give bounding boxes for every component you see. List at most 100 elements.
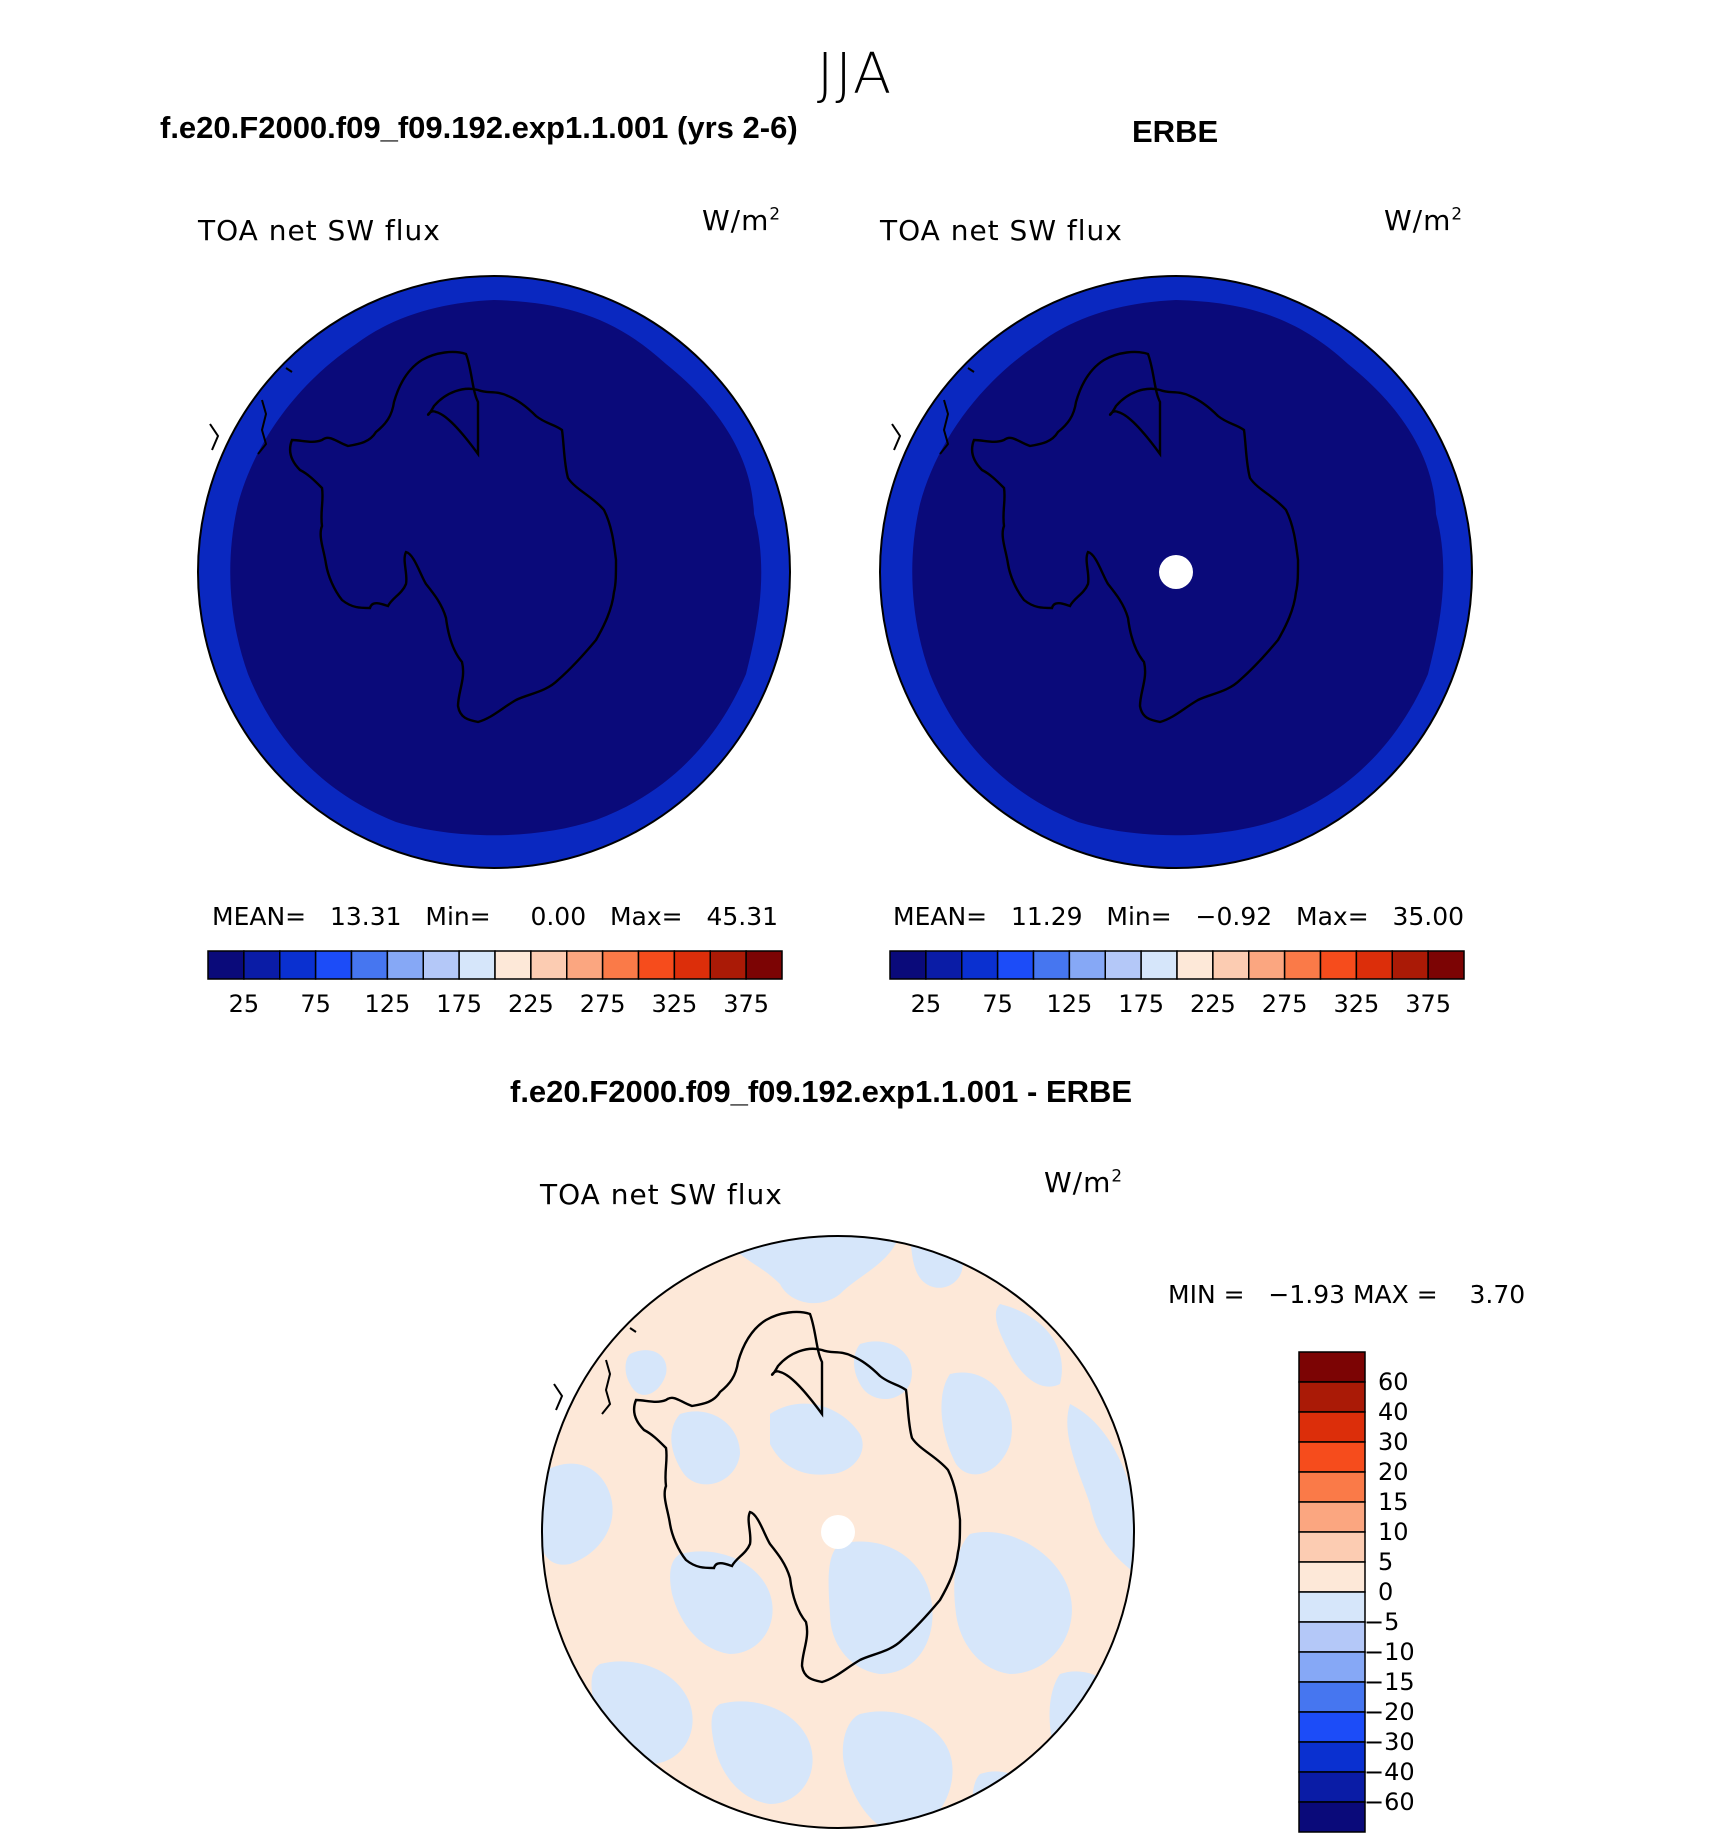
diff-colorbar-swatch [1298, 1711, 1366, 1743]
colorbar-swatch [422, 950, 460, 980]
diff-colorbar-swatch [1298, 1651, 1366, 1683]
diff-variable-label: TOA net SW flux [540, 1178, 783, 1211]
obs-pole-missing-data [1159, 555, 1193, 589]
diff-colorbar-tick-label: 15 [1378, 1488, 1409, 1516]
colorbar-tick-label: 175 [1118, 990, 1165, 1018]
colorbar-swatch [1140, 950, 1178, 980]
colorbar-tick-label: 275 [579, 990, 626, 1018]
obs-units-label: W/m2 [1384, 203, 1464, 237]
diff-colorbar-swatch [1298, 1591, 1366, 1623]
colorbar-swatch [494, 950, 532, 980]
obs-variable-label: TOA net SW flux [880, 214, 1123, 247]
colorbar-swatch [709, 950, 747, 980]
model-polar-map [197, 275, 791, 869]
colorbar-swatch [314, 950, 353, 980]
diff-colorbar-swatch [1298, 1351, 1366, 1383]
diff-colorbar-labels: 60 40 30 20 15 10 5 0 −5 −10 −15 −20 −30 −40 −60 [1364, 1352, 1472, 1832]
obs-antarctica-coastline [970, 350, 1300, 724]
colorbar-tick-label: 225 [507, 990, 554, 1018]
diff-colorbar-tick-label: 30 [1378, 1428, 1409, 1456]
diff-colorbar-tick-label: 0 [1378, 1578, 1394, 1606]
colorbar-tick-label: 375 [1405, 990, 1452, 1018]
colorbar-swatch [1319, 950, 1358, 980]
colorbar-swatch [350, 950, 389, 980]
colorbar-swatch [1427, 950, 1465, 980]
diff-negative-patches [542, 1236, 1134, 1828]
diff-colorbar-tick-label: 5 [1378, 1548, 1394, 1576]
diff-antarctica-coastline [632, 1310, 962, 1684]
model-units-label: W/m2 [702, 203, 782, 237]
colorbar-swatch [996, 950, 1035, 980]
colorbar-tick-label: 325 [1333, 990, 1380, 1018]
diff-colorbar-swatch [1298, 1741, 1366, 1773]
diff-colorbar-swatch [1298, 1681, 1366, 1713]
obs-panel-title: ERBE [1132, 114, 1219, 149]
colorbar-tick-label: 75 [982, 990, 1013, 1018]
colorbar-swatch [925, 950, 963, 980]
colorbar-swatch [673, 950, 712, 980]
diff-colorbar [1298, 1351, 1366, 1833]
colorbar-swatch [386, 950, 425, 980]
colorbar-swatch [889, 950, 927, 980]
diff-panel-title: f.e20.F2000.f09_f09.192.exp1.1.001 - ERB… [510, 1074, 1133, 1109]
diff-colorbar-swatch [1298, 1801, 1366, 1833]
colorbar-swatch [458, 950, 496, 980]
obs-colorbar [889, 950, 1465, 980]
diff-colorbar-swatch [1298, 1621, 1366, 1653]
colorbar-swatch [745, 950, 783, 980]
model-panel-title: f.e20.F2000.f09_f09.192.exp1.1.001 (yrs … [160, 110, 798, 145]
model-colorbar-labels: 25 75 125 175 225 275 325 375 [208, 990, 782, 1020]
colorbar-swatch [566, 950, 604, 980]
colorbar-tick-label: 225 [1189, 990, 1236, 1018]
season-title: JJA [816, 42, 894, 107]
model-antarctica-coastline [288, 350, 618, 724]
diff-colorbar-swatch [1298, 1441, 1366, 1473]
colorbar-swatch [1212, 950, 1250, 980]
diff-colorbar-tick-label: 20 [1378, 1458, 1409, 1486]
obs-stats: MEAN= 11.29 Min= −0.92 Max= 35.00 [893, 902, 1465, 931]
colorbar-swatch [961, 950, 999, 980]
diff-colorbar-swatch [1298, 1471, 1366, 1503]
colorbar-swatch [1176, 950, 1214, 980]
diff-colorbar-tick-label: −15 [1364, 1668, 1415, 1696]
colorbar-swatch [601, 950, 640, 980]
diff-colorbar-swatch [1298, 1561, 1366, 1593]
diff-colorbar-tick-label: −20 [1364, 1698, 1415, 1726]
diff-colorbar-tick-label: 10 [1378, 1518, 1409, 1546]
model-variable-label: TOA net SW flux [198, 214, 441, 247]
model-stats: MEAN= 13.31 Min= 0.00 Max= 45.31 [212, 902, 779, 931]
diff-minmax: MIN = −1.93 MAX = 3.70 [1168, 1280, 1526, 1309]
diff-colorbar-tick-label: −30 [1364, 1728, 1415, 1756]
diff-units-label: W/m2 [1044, 1165, 1124, 1199]
diff-colorbar-tick-label: −60 [1364, 1788, 1415, 1816]
colorbar-swatch [1104, 950, 1142, 980]
colorbar-swatch [1248, 950, 1286, 980]
colorbar-swatch [1355, 950, 1394, 980]
obs-polar-map [879, 275, 1473, 869]
diff-colorbar-tick-label: −40 [1364, 1758, 1415, 1786]
colorbar-swatch [243, 950, 281, 980]
diff-colorbar-swatch [1298, 1411, 1366, 1443]
diff-colorbar-swatch [1298, 1531, 1366, 1563]
colorbar-tick-label: 175 [436, 990, 483, 1018]
colorbar-tick-label: 375 [723, 990, 770, 1018]
colorbar-tick-label: 25 [910, 990, 942, 1018]
colorbar-tick-label: 325 [651, 990, 698, 1018]
colorbar-swatch [1283, 950, 1322, 980]
obs-colorbar-labels: 25 75 125 175 225 275 325 375 [890, 990, 1464, 1020]
diff-colorbar-tick-label: −10 [1364, 1638, 1415, 1666]
diff-polar-map [541, 1235, 1135, 1829]
diff-colorbar-tick-label: −5 [1364, 1608, 1400, 1636]
colorbar-swatch [1068, 950, 1107, 980]
colorbar-tick-label: 125 [364, 990, 411, 1018]
colorbar-tick-label: 275 [1261, 990, 1308, 1018]
colorbar-tick-label: 25 [228, 990, 260, 1018]
colorbar-tick-label: 75 [300, 990, 331, 1018]
diff-colorbar-swatch [1298, 1501, 1366, 1533]
diff-colorbar-tick-label: 60 [1378, 1368, 1409, 1396]
colorbar-swatch [1391, 950, 1429, 980]
model-inner-field [230, 300, 762, 836]
colorbar-swatch [1032, 950, 1071, 980]
colorbar-swatch [279, 950, 317, 980]
colorbar-tick-label: 125 [1046, 990, 1093, 1018]
